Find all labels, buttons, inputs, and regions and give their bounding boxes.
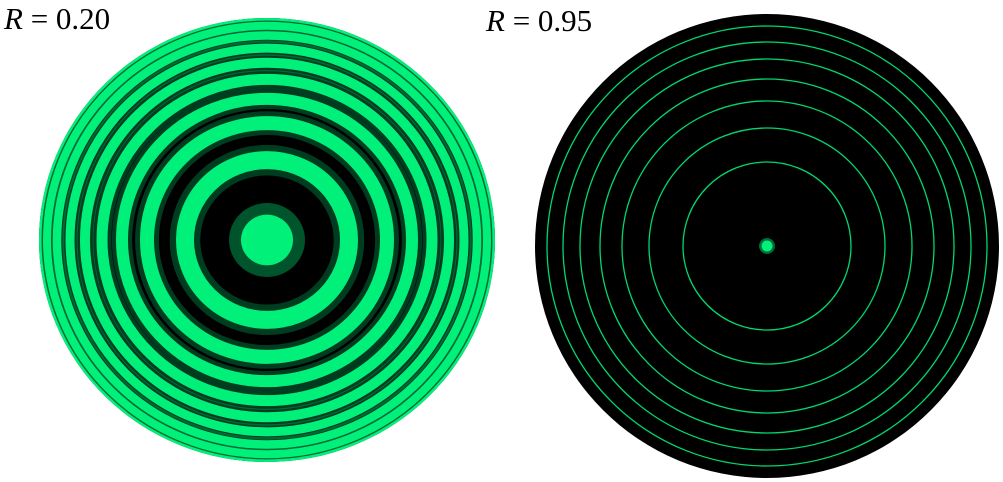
- label-variable: R: [486, 3, 505, 38]
- fringe-ring: [52, 31, 482, 449]
- reflectance-label-left: R = 0.20: [4, 3, 110, 34]
- label-equals: =: [504, 3, 538, 38]
- fringe-ring: [648, 127, 886, 365]
- fringe-ring: [80, 57, 454, 423]
- fringe-ring: [65, 43, 469, 437]
- fringe-rings: [39, 18, 495, 462]
- fringe-ring: [546, 25, 988, 467]
- center-spot: [241, 214, 293, 266]
- label-equals: =: [22, 1, 56, 36]
- label-value: 0.20: [55, 1, 111, 36]
- fringe-ring: [96, 73, 438, 407]
- fringe-ring: [140, 116, 394, 364]
- fringe-pattern-high-reflectance: [535, 14, 999, 478]
- label-variable: R: [4, 1, 23, 36]
- fringe-ring: [621, 100, 913, 392]
- reflectance-label-right: R = 0.95: [486, 5, 592, 36]
- fringe-ring: [599, 78, 935, 414]
- fringe-ring: [562, 41, 972, 451]
- fringe-ring: [682, 161, 852, 331]
- fringe-ring: [579, 58, 955, 434]
- fringe-pattern-low-reflectance: [39, 18, 495, 462]
- label-value: 0.95: [537, 3, 593, 38]
- fringe-rings: [535, 14, 999, 478]
- fringe-ring: [43, 21, 491, 459]
- fringe-ring: [176, 151, 358, 329]
- center-spot: [761, 240, 773, 252]
- fringe-ring: [116, 92, 418, 388]
